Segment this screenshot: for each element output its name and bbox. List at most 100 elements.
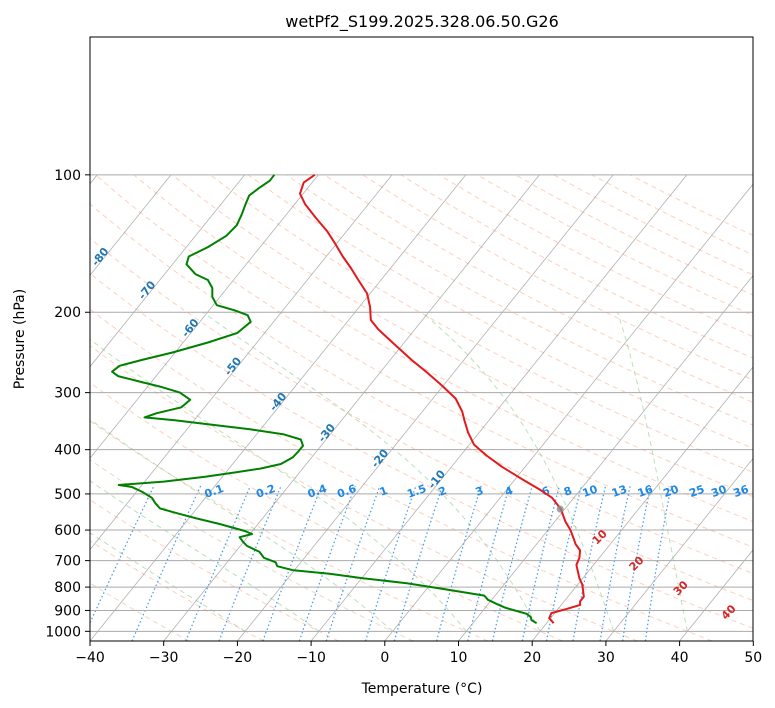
mixing-ratio-line [185,485,251,641]
gridlines [0,174,753,641]
moist-adiabat-label: 30 [671,578,691,598]
y-tick-label: 600 [54,523,81,539]
y-axis-ticks: 100 200 300 400 500 600 700 800 900 1000 [45,168,90,640]
dry-adiabat-line [400,174,753,359]
x-tick-label: 0 [380,650,389,666]
mixing-ratio-label: 36 [732,483,751,501]
isotherm-label: -30 [315,421,338,445]
isotherm-line [90,174,319,459]
dry-adiabat-line [90,499,339,641]
mixing-ratio-label: 1.5 [405,482,428,501]
y-tick-label: 1000 [45,624,81,640]
dry-adiabat-line [553,174,753,276]
mixing-ratio-label: 3 [474,484,486,499]
y-tick-label: 900 [54,603,81,619]
dry-adiabat-line [362,174,753,381]
mixing-ratio-line [491,485,533,641]
dry-adiabat-line [90,272,753,629]
y-tick-label: 400 [54,443,81,459]
isotherm-line [90,174,172,276]
x-tick-label: 10 [450,650,468,666]
series-lines [111,173,585,625]
mixing-ratio-line [131,485,202,641]
isotherm-line [310,174,688,641]
x-tick-label: 20 [523,650,541,666]
isotherm-line [384,183,753,641]
mixing-ratio-line [364,485,417,641]
mixing-ratio-label: 0.1 [203,482,226,501]
isotherm-line [0,175,24,641]
x-tick-label: −20 [223,650,253,666]
x-tick-label: 30 [597,650,615,666]
mixing-ratio-line [298,485,356,641]
isotherm-label: -80 [89,245,112,269]
mixing-ratio-label: 2 [437,484,449,499]
dry-adiabat-line [324,174,753,403]
mixing-ratio-line [467,485,511,641]
mixing-ratio-line [545,485,583,641]
mixing-ratio-label: 30 [710,483,729,501]
isotherm-line [237,174,614,641]
isotherm-line [163,174,540,641]
x-tick-label: −30 [149,650,179,666]
isotherm-label: -40 [267,390,290,414]
plot-area: -100-90-80-70-60-50-40-30-20-100.1 0.2 0.4… [0,173,753,641]
mixing-ratio-label: 20 [662,483,681,501]
isotherm-line [752,640,753,641]
mixing-ratio-label: 1 [378,484,390,499]
mixing-ratio-line [622,485,652,641]
mixing-ratio-line [262,485,323,641]
dry-adiabat-line [90,582,190,641]
y-tick-label: 700 [54,554,81,570]
x-axis-label: Temperature (°C) [361,681,483,697]
y-tick-label: 100 [54,168,81,184]
y-tick-label: 500 [54,487,81,503]
x-tick-label: −10 [296,650,326,666]
dry-adiabat-line [90,345,638,641]
x-tick-label: 50 [744,650,762,666]
dry-adiabat-line [90,203,753,575]
mixing-ratio-line [644,485,672,641]
dry-adiabat-line [90,308,713,641]
mixing-ratio-line [599,485,631,641]
mixing-ratio-line [393,485,444,641]
mixing-ratio-label: 0.6 [335,482,358,501]
mixing-ratio-line [436,485,482,641]
isotherm-line [90,174,393,551]
mixing-ratio-label: 13 [610,483,629,500]
y-axis-label: Pressure (hPa) [12,289,28,389]
isotherm-line [90,174,467,641]
isotherm-label: -60 [179,316,202,340]
mixing-ratio-line [90,485,155,625]
moist-adiabat-line [421,311,615,632]
isotherm-label: -90 [41,213,64,237]
y-tick-label: 200 [54,305,81,321]
dry-adiabat-line [90,237,753,602]
isotherm-line [90,174,245,368]
mixing-ratio-label: 4 [503,484,515,499]
x-tick-label: 40 [671,650,689,666]
dry-adiabat-line [171,174,753,498]
dry-adiabat-line [90,540,264,641]
y-tick-label: 300 [54,386,81,402]
mixing-ratio-label: 0.4 [306,482,329,501]
chart-title: wetPf2_S199.2025.328.06.50.G26 [285,12,559,32]
isotherm-line [458,274,753,641]
parcel-marker [556,505,564,513]
mixing-ratio-label: 8 [562,484,574,499]
isotherm-line [90,174,98,185]
temperature-line [299,173,585,624]
isotherm-line [679,549,753,641]
mixing-ratio-label: 0.2 [254,482,277,501]
moist-adiabat-label: 20 [627,553,647,573]
y-tick-label: 800 [54,580,81,596]
plot-frame [89,36,754,642]
dry-adiabat-line [133,174,753,523]
isotherm-line [531,366,753,641]
isotherm-label: -70 [136,278,159,302]
dry-adiabat-line [286,174,753,426]
mixing-ratio-line [218,485,282,641]
mixing-ratio-label: 25 [687,483,706,500]
x-axis-ticks: −40 −30 −20 −10 0 10 20 30 40 50 [75,641,762,666]
